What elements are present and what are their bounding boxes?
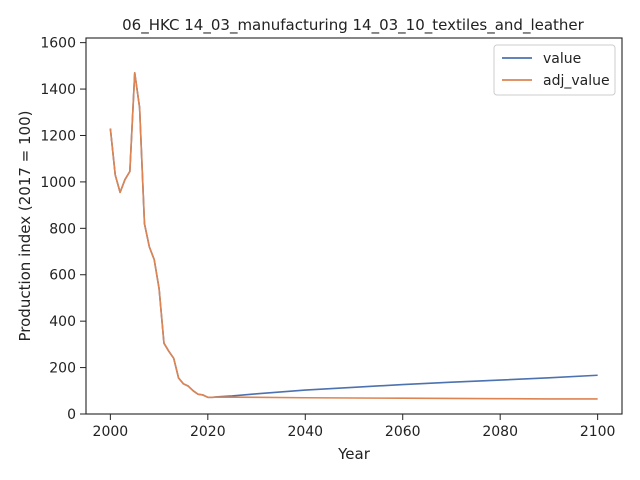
y-tick-label: 600 (49, 268, 76, 284)
y-axis-title: Production index (2017 = 100) (16, 111, 34, 342)
chart-title: 06_HKC 14_03_manufacturing 14_03_10_text… (122, 16, 585, 35)
y-tick-label: 1600 (40, 36, 76, 52)
series-layer (109, 72, 598, 400)
x-tick-label: 2100 (580, 424, 616, 440)
x-tick-label: 2060 (385, 424, 421, 440)
y-tick-label: 1000 (40, 175, 76, 191)
x-tick-label: 2020 (190, 424, 226, 440)
x-axis-ticks: 2000 2020 2040 2060 2080 2100 (93, 414, 616, 440)
x-axis-title: Year (337, 445, 371, 463)
legend-label-value: value (543, 51, 581, 67)
y-axis-ticks: 0 200 400 600 800 1000 1200 1400 1600 (40, 36, 86, 423)
legend: value adj_value (493, 44, 616, 96)
y-tick-label: 1400 (40, 82, 76, 98)
plot-frame (85, 37, 623, 415)
x-tick-label: 2040 (287, 424, 323, 440)
y-tick-label: 1200 (40, 128, 76, 144)
series-line-adj-value (109, 72, 598, 400)
series-line-value (109, 72, 598, 399)
x-tick-label: 2080 (482, 424, 518, 440)
legend-label-adj-value: adj_value (543, 73, 610, 89)
x-tick-label: 2000 (93, 424, 129, 440)
y-tick-label: 400 (49, 314, 76, 330)
y-tick-label: 200 (49, 361, 76, 377)
y-tick-label: 0 (67, 407, 76, 423)
y-tick-label: 800 (49, 221, 76, 237)
